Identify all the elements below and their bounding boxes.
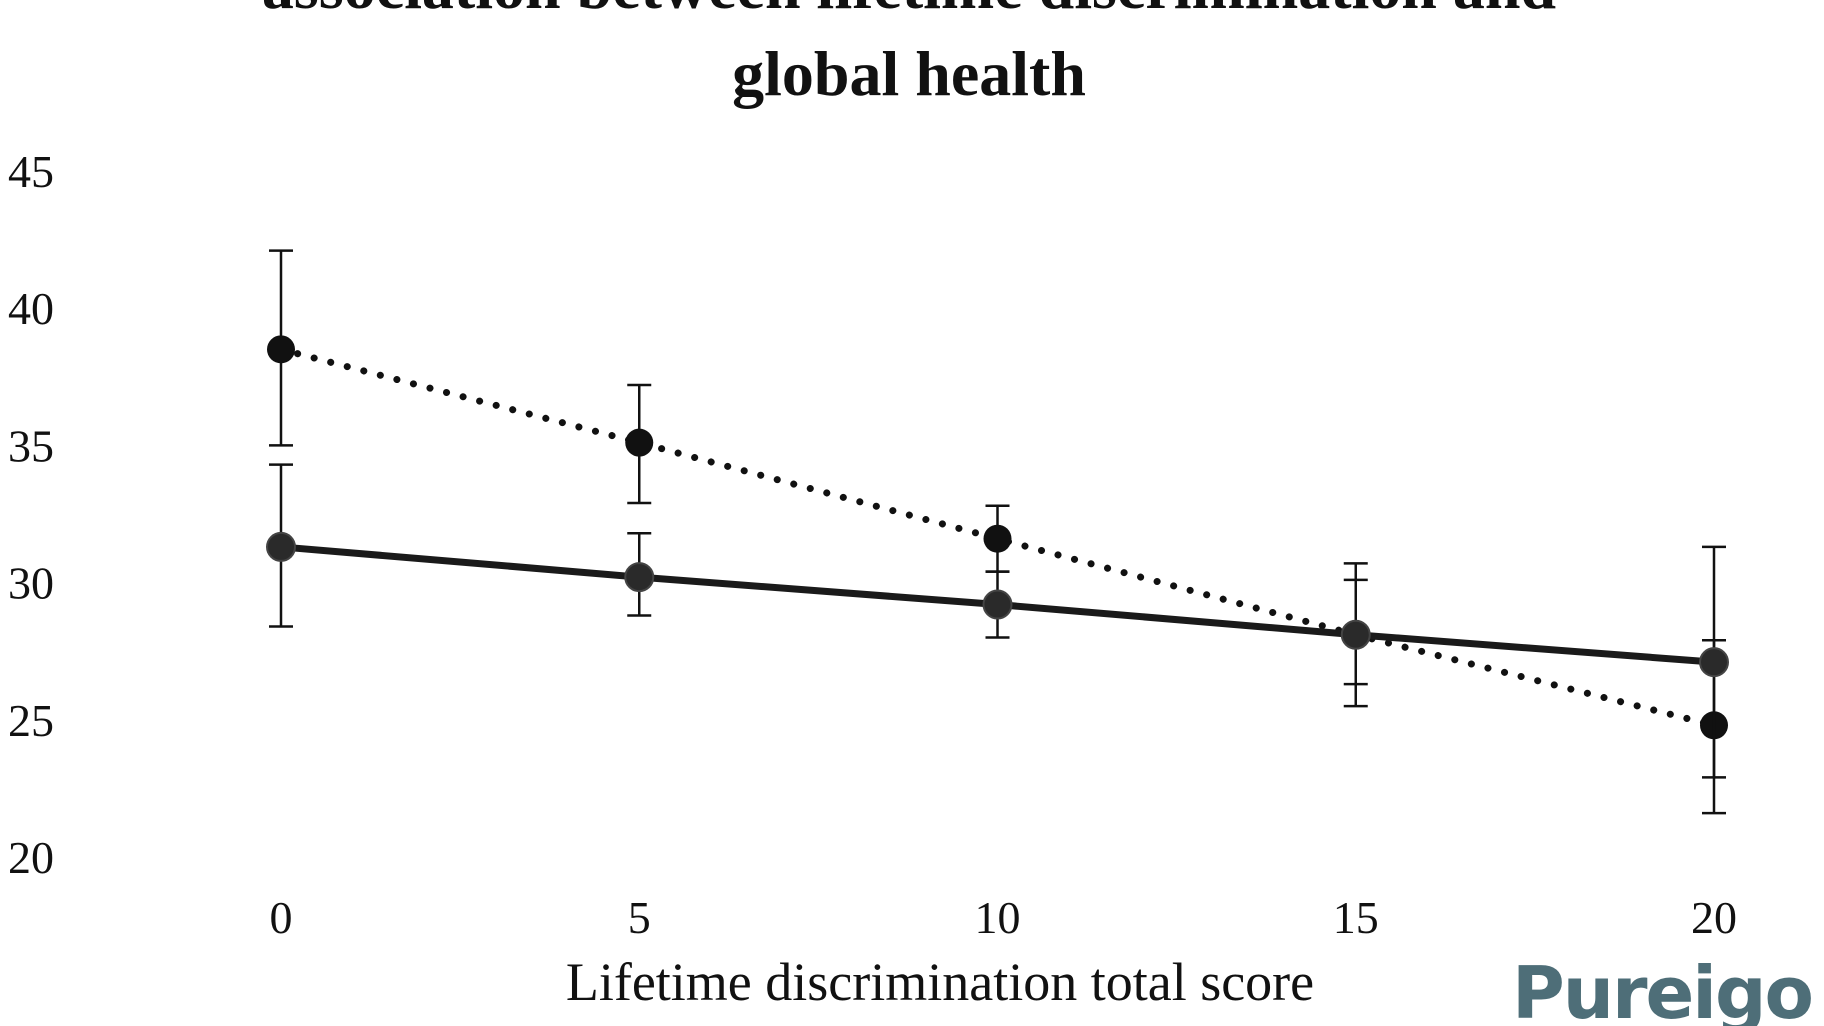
series-dotted (267, 249, 1728, 815)
data-point (267, 335, 295, 364)
chart-title-line-1: association between lifetime discriminat… (262, 0, 1556, 22)
x-tick-label: 5 (628, 892, 651, 943)
data-point (1699, 647, 1729, 678)
x-tick-label: 20 (1691, 892, 1737, 943)
watermark-logo: Pureigo (1512, 951, 1812, 1026)
y-tick-label: 35 (8, 420, 54, 471)
data-point (983, 524, 1012, 553)
data-point (625, 428, 654, 457)
series-solid (266, 463, 1729, 779)
x-tick-label: 0 (270, 892, 293, 943)
chart-title-line-2: global health (732, 38, 1086, 109)
y-tick-label: 30 (8, 558, 54, 609)
data-point (624, 562, 655, 593)
x-tick-label: 15 (1333, 892, 1379, 943)
x-axis-label: Lifetime discrimination total score (566, 952, 1314, 1012)
x-tick-label: 10 (975, 892, 1021, 943)
y-tick-label: 45 (8, 146, 54, 197)
y-tick-label: 20 (8, 832, 54, 883)
y-tick-label: 25 (8, 695, 54, 746)
data-point (982, 589, 1013, 620)
data-point (1340, 619, 1371, 650)
data-point (266, 531, 296, 562)
y-tick-label: 40 (8, 283, 54, 334)
